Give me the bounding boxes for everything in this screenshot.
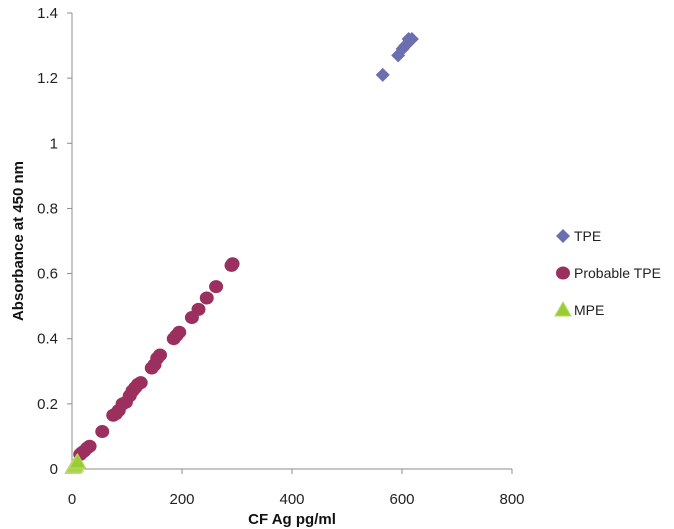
x-tick-label: 600 xyxy=(389,491,414,508)
y-tick-label: 0.6 xyxy=(37,266,58,283)
y-tick-label: 0.8 xyxy=(37,200,58,217)
probable-tpe-point xyxy=(191,302,206,316)
y-axis-title: Absorbance at 450 nm xyxy=(10,161,27,321)
axes xyxy=(71,13,512,470)
tpe-point xyxy=(375,67,390,82)
mpe-point xyxy=(68,452,87,469)
probable-tpe-point xyxy=(153,348,167,362)
legend-label-probable-tpe: Probable TPE xyxy=(574,265,661,281)
probable-tpe-point xyxy=(172,325,187,339)
tpe-point xyxy=(404,32,419,47)
legend: TPE Probable TPE MPE xyxy=(554,228,661,318)
probable-tpe-point xyxy=(225,257,240,271)
y-tick-label: 0.2 xyxy=(37,396,58,413)
legend-marker-mpe xyxy=(554,300,572,317)
legend-label-mpe: MPE xyxy=(574,302,604,318)
x-tick-label: 200 xyxy=(169,491,194,508)
plot-points xyxy=(64,32,419,474)
x-tick-label: 800 xyxy=(499,491,524,508)
probable-tpe-point xyxy=(95,425,110,439)
ticks: 0 0.2 0.4 0.6 0.8 1 1.2 1.4 0 200 400 600 800 xyxy=(37,5,524,508)
y-tick-label: 0.4 xyxy=(37,331,58,348)
probable-tpe-point xyxy=(133,376,148,390)
y-tick-label: 0 xyxy=(50,461,58,478)
legend-marker-probable-tpe xyxy=(556,266,570,280)
y-tick-label: 1.4 xyxy=(37,5,58,22)
legend-marker-tpe xyxy=(556,229,570,243)
x-tick-label: 0 xyxy=(68,491,76,508)
probable-tpe-point xyxy=(82,439,97,453)
legend-label-tpe: TPE xyxy=(574,228,601,244)
y-tick-label: 1 xyxy=(50,135,58,152)
probable-tpe-point xyxy=(209,280,224,294)
y-tick-label: 1.2 xyxy=(37,70,58,87)
probable-tpe-point xyxy=(199,291,214,305)
x-axis-title: CF Ag pg/ml xyxy=(248,511,336,528)
x-tick-label: 400 xyxy=(279,491,304,508)
